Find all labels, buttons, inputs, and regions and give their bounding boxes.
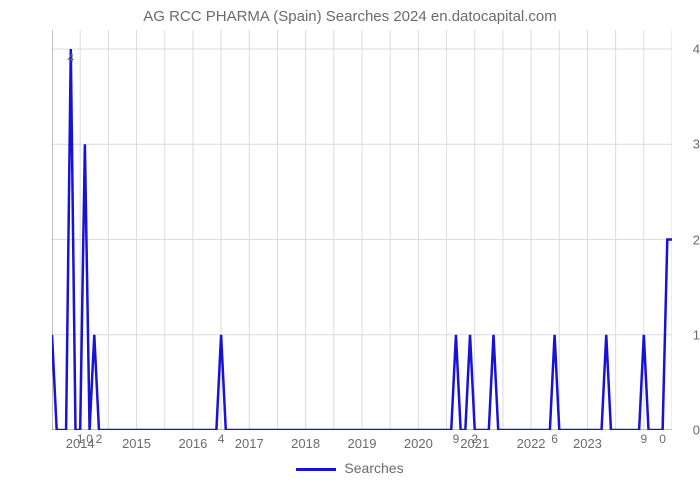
chart-container: AG RCC PHARMA (Spain) Searches 2024 en.d… xyxy=(0,0,700,500)
x-tick-label: 2023 xyxy=(573,436,602,451)
point-label: 2 xyxy=(96,432,103,446)
x-tick-label: 2015 xyxy=(122,436,151,451)
point-label: 6 xyxy=(551,432,558,446)
point-label: 9 xyxy=(453,432,460,446)
x-tick-label: 2019 xyxy=(348,436,377,451)
x-tick-label: 2020 xyxy=(404,436,433,451)
legend-line xyxy=(296,468,336,471)
y-tick-label: 3 xyxy=(658,137,700,152)
point-label: 0 xyxy=(659,432,666,446)
chart-title: AG RCC PHARMA (Spain) Searches 2024 en.d… xyxy=(0,8,700,25)
y-tick-label: 2 xyxy=(658,232,700,247)
point-label: 2 xyxy=(471,432,478,446)
legend: Searches xyxy=(0,460,700,476)
x-tick-label: 2022 xyxy=(517,436,546,451)
x-tick-label: 2016 xyxy=(178,436,207,451)
point-label: 0 xyxy=(86,432,93,446)
plot-area xyxy=(52,30,672,430)
point-label: 4 xyxy=(67,51,74,65)
x-tick-label: 2018 xyxy=(291,436,320,451)
y-tick-label: 1 xyxy=(658,327,700,342)
x-tick-label: 2017 xyxy=(235,436,264,451)
point-label: 1 xyxy=(77,432,84,446)
y-tick-label: 4 xyxy=(658,42,700,57)
point-label: 9 xyxy=(640,432,647,446)
legend-label: Searches xyxy=(344,460,403,476)
point-label: 4 xyxy=(218,432,225,446)
